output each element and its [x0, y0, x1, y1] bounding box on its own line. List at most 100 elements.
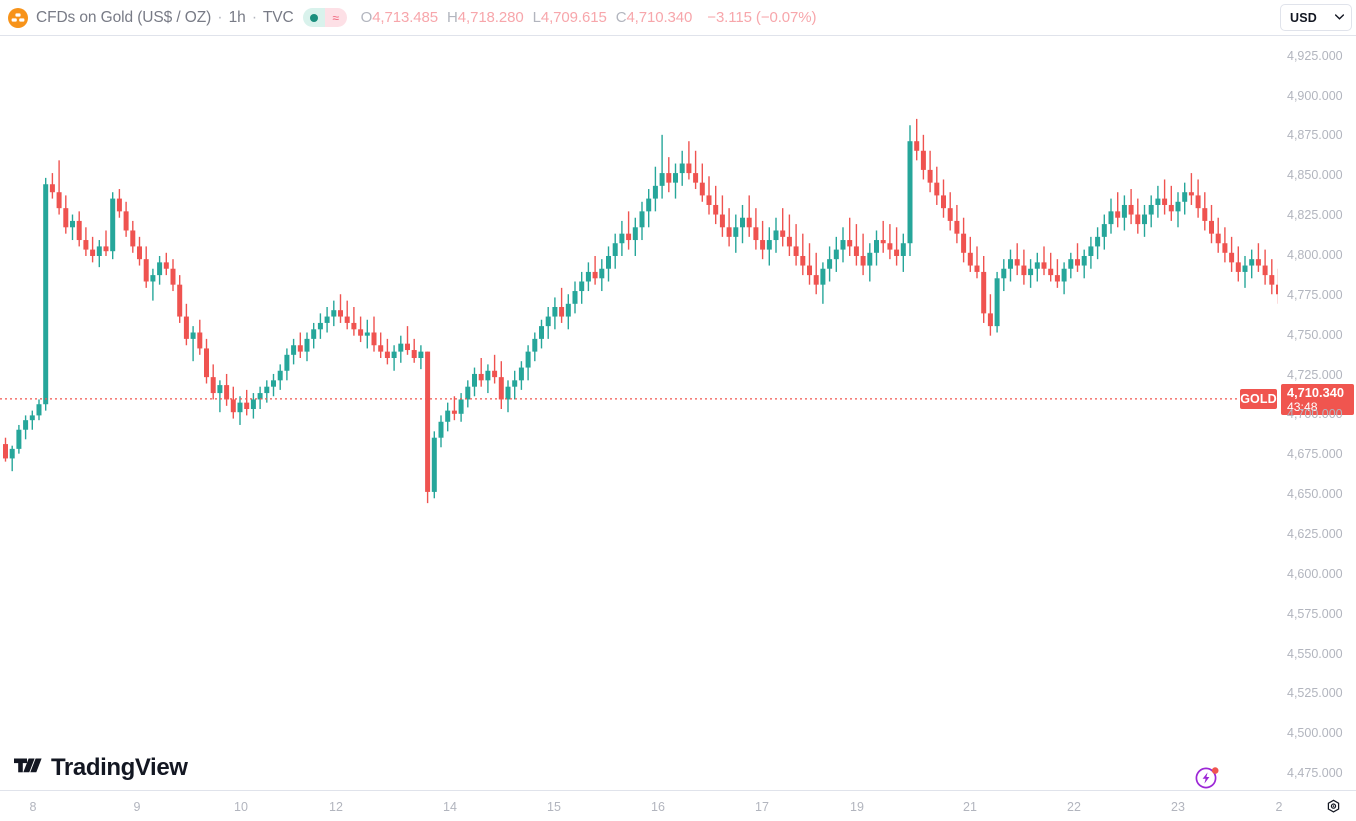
candle-body	[760, 240, 766, 250]
candle-body	[331, 310, 337, 317]
candle-body	[103, 246, 109, 252]
status-badge[interactable]: ≈	[302, 8, 347, 27]
chart-settings-icon[interactable]	[1324, 798, 1342, 816]
candle-body	[244, 402, 250, 410]
ohlc-low: L4,709.615	[533, 9, 607, 26]
candle-body	[1028, 268, 1034, 276]
candle-body	[1095, 236, 1101, 247]
currency-selector[interactable]: USD	[1280, 4, 1352, 31]
separator-2: ·	[251, 8, 257, 26]
candle-body	[1242, 265, 1248, 272]
candle-body	[204, 348, 209, 378]
candle-body	[405, 343, 410, 351]
price-tick: 4,725.000	[1287, 367, 1343, 382]
candle-body	[277, 370, 283, 381]
candle-body	[565, 303, 571, 317]
candle-body	[914, 141, 920, 151]
candle-body	[431, 437, 437, 492]
candle-body	[371, 332, 377, 346]
price-tick: 4,600.000	[1287, 566, 1343, 581]
candle-body	[599, 268, 605, 279]
chart-plot-area[interactable]	[0, 36, 1278, 790]
candle-body	[833, 249, 839, 260]
ohlc-close: C4,710.340	[616, 9, 693, 26]
candle-body	[673, 173, 678, 183]
candle-body	[137, 246, 142, 260]
candle-body	[800, 255, 806, 266]
candle-body	[652, 185, 658, 199]
candle-body	[291, 345, 297, 355]
time-tick: 17	[755, 800, 769, 814]
candle-body	[780, 230, 786, 237]
candle-body	[1054, 275, 1060, 282]
candle-body	[344, 316, 350, 323]
candle-body	[746, 217, 752, 228]
ohlc-change: −3.115 (−0.07%)	[707, 9, 817, 26]
candle-body	[438, 421, 444, 438]
candle-body	[525, 351, 531, 368]
symbol-title[interactable]: CFDs on Gold (US$ / OZ) · 1h · TVC	[36, 9, 294, 27]
candle-body	[378, 345, 384, 352]
candle-body	[853, 246, 859, 256]
bar-countdown: 43:48	[1287, 399, 1318, 414]
candle-body	[1168, 204, 1174, 212]
candle-body	[1209, 220, 1214, 234]
candle-body	[297, 345, 303, 352]
candle-body	[76, 220, 82, 241]
candle-body	[190, 332, 196, 339]
candle-body	[9, 448, 15, 459]
candle-body	[512, 380, 518, 387]
time-tick: 19	[850, 800, 864, 814]
candle-body	[505, 386, 511, 400]
last-price-value: 4,710.340	[1287, 384, 1344, 400]
candle-body	[961, 233, 967, 253]
candle-body	[1008, 259, 1013, 269]
candle-body	[123, 211, 129, 231]
candle-body	[947, 208, 953, 221]
candle-body	[384, 351, 390, 359]
candle-body	[197, 332, 203, 349]
candle-body	[579, 281, 585, 292]
price-tick: 4,500.000	[1287, 726, 1343, 741]
ohlc-low-key: L	[532, 9, 541, 26]
candle-body	[364, 332, 370, 336]
candle-body	[827, 259, 833, 269]
candle-body	[753, 227, 759, 241]
tradingview-logo[interactable]: TradingView	[14, 754, 188, 782]
candle-body	[338, 310, 343, 317]
candle-body	[458, 399, 464, 414]
candle-body	[1088, 246, 1094, 256]
ohlc-open-value: 4,713.485	[372, 9, 439, 26]
candle-body	[1202, 208, 1208, 221]
candle-body	[572, 291, 578, 304]
candle-body	[1155, 198, 1161, 205]
candle-body	[56, 192, 62, 209]
candle-body	[96, 246, 102, 256]
candle-body	[1249, 259, 1255, 266]
time-scale[interactable]: 8 9 10 12 14 15 16 17 19 21 22 23 2	[0, 790, 1356, 821]
resolution-label[interactable]: 1h	[228, 8, 246, 26]
tradingview-logo-text: TradingView	[51, 754, 188, 781]
candle-body	[418, 351, 424, 359]
candle-body	[612, 243, 618, 256]
lightning-boost-icon[interactable]	[1194, 764, 1220, 790]
ohlc-values: O4,713.485 H4,718.280 L4,709.615 C4,710.340…	[361, 9, 817, 26]
price-tick: 4,775.000	[1287, 287, 1343, 302]
price-tick: 4,650.000	[1287, 487, 1343, 502]
candle-body	[626, 233, 632, 241]
ohlc-high-value: 4,718.280	[457, 9, 524, 26]
candle-body	[317, 322, 323, 330]
candle-body	[472, 373, 477, 387]
candle-body	[1229, 252, 1235, 263]
last-price-badge: 4,710.340 43:48	[1281, 383, 1354, 415]
candle-body	[1061, 268, 1067, 282]
candle-body	[1142, 214, 1147, 225]
price-scale[interactable]: GOLD 4,710.340 43:48 4,925.000 4,900.000 4…	[1240, 36, 1356, 790]
gold-bars-icon	[8, 7, 28, 28]
price-badge-symbol: GOLD	[1240, 388, 1277, 409]
candle-body	[518, 367, 524, 381]
candle-body	[284, 354, 290, 371]
price-tick: 4,800.000	[1287, 247, 1343, 262]
candle-body	[987, 313, 993, 327]
candle-body	[874, 240, 879, 253]
